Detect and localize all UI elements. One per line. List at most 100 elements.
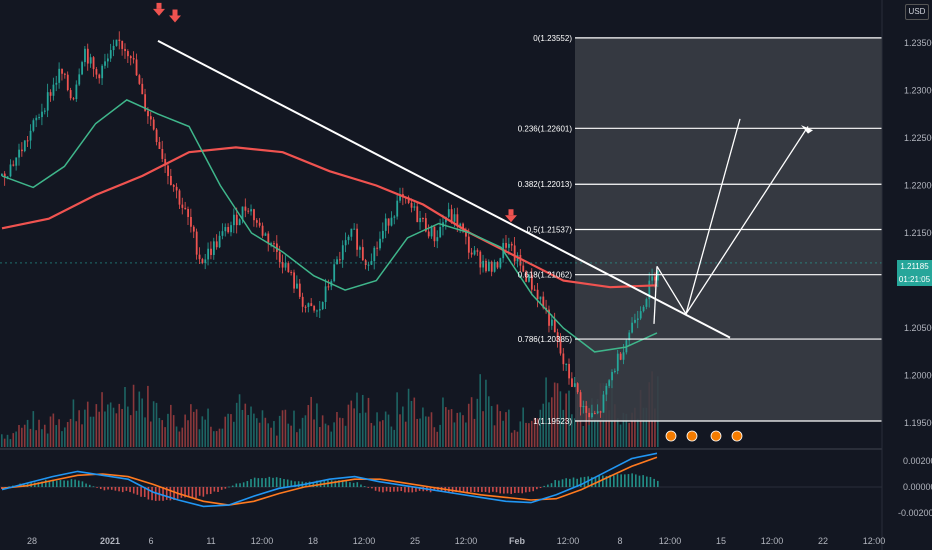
histogram-bar [649,477,652,487]
candle-body [508,243,510,248]
histogram-bar [195,487,197,498]
histogram-bar [37,482,40,487]
volume-bar [64,427,66,447]
histogram-bar [517,487,520,493]
candle-body [384,218,387,231]
candle-body [539,296,542,300]
candle-body [519,255,522,266]
candle-body [144,94,147,111]
histogram-bar [539,487,542,489]
histogram-bar [492,487,494,492]
histogram-bar [191,487,194,499]
time-tick-label: 25 [410,536,420,546]
candle-body [61,68,63,74]
volume-bar [502,420,504,447]
volume-bar [324,423,327,447]
candle-body [26,140,29,142]
volume-bar [212,431,215,447]
candle-body [422,218,424,220]
candle-body [172,184,175,187]
candle-body [247,210,250,212]
candle-body [622,352,625,360]
volume-bar [12,433,15,447]
volume-bar [284,409,287,447]
volume-bar [144,417,146,447]
candle-body [493,262,496,272]
histogram-bar [338,480,340,487]
histogram-bar [88,484,91,487]
volume-bar [456,412,459,447]
candle-body [467,236,470,253]
volume-bar [453,422,456,447]
histogram-bar [165,487,168,500]
histogram-bar [231,485,234,487]
candle-body [465,229,467,237]
histogram-bar [187,487,190,498]
volume-bar [184,414,186,447]
time-tick-label: 12:00 [863,536,886,546]
histogram-bar [206,487,208,495]
volume-bar [261,410,264,447]
histogram-bar [239,483,241,487]
volume-bar [404,421,407,447]
volume-bar [614,404,616,447]
volume-bar [510,432,513,447]
histogram-bar [407,487,410,493]
volume-bar [539,409,542,447]
volume-bar [78,410,80,447]
histogram-bar [66,480,69,487]
candle-body [41,111,43,118]
histogram-bar [543,485,545,487]
candle-body [164,158,167,166]
volume-bar [115,413,118,447]
candle-body [565,363,568,365]
histogram-bar [356,482,359,487]
volume-bar [75,421,78,447]
candle-body [447,209,450,217]
candle-body [15,157,18,166]
candle-body [605,385,608,395]
volume-bar [278,415,281,447]
volume-bar [18,424,20,447]
event-icon [710,430,722,442]
candle-body [167,165,169,176]
histogram-bar [594,476,597,487]
candle-body [218,235,221,248]
candle-body [141,83,144,95]
histogram-bar [565,478,567,487]
volume-bar [373,425,376,447]
candle-body [210,248,212,255]
histogram-bar [217,487,219,492]
histogram-bar [184,487,186,498]
histogram-bar [59,480,62,487]
candle-body [522,265,525,272]
candle-body [591,413,593,418]
volume-bar [241,409,244,447]
candle-body [657,270,659,281]
volume-bar [244,403,247,447]
volume-bar [442,397,444,447]
volume-bar [528,423,530,447]
histogram-bar [246,481,249,487]
volume-bar [402,406,404,447]
histogram-bar [481,487,483,492]
candle-body [1,173,3,176]
volume-bar [522,407,524,447]
candle-body [390,217,393,226]
volume-bar [424,416,427,447]
histogram-bar [503,487,505,494]
currency-badge[interactable]: USD [905,4,929,20]
volume-bar [568,390,570,447]
candle-body [170,175,172,185]
candle-body [525,271,528,282]
volume-bar [175,426,178,447]
candle-body [104,61,106,66]
histogram-bar [470,487,472,492]
candle-body [318,309,321,311]
candle-body [485,260,487,272]
candle-body [459,223,462,227]
histogram-bar [532,487,534,492]
candle-body [155,129,158,143]
